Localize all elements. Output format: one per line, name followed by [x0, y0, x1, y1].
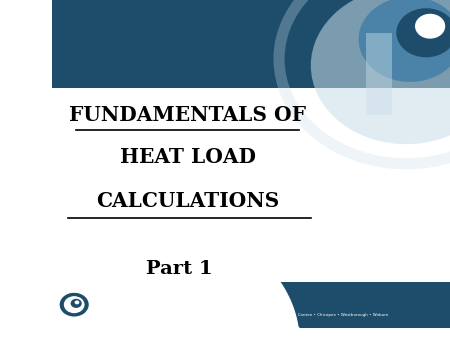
Circle shape	[59, 292, 89, 317]
Text: PORTER AND: PORTER AND	[93, 298, 131, 303]
FancyBboxPatch shape	[52, 282, 450, 328]
Text: CALCULATIONS: CALCULATIONS	[96, 191, 279, 212]
Circle shape	[75, 300, 79, 304]
FancyBboxPatch shape	[366, 33, 392, 115]
Text: CONNECTICUT: Branford • Enfield • Rocky Hill • Stratford • Watertown    MASSACHU: CONNECTICUT: Branford • Enfield • Rocky …	[114, 313, 388, 317]
Polygon shape	[0, 177, 299, 338]
Circle shape	[415, 14, 445, 39]
Polygon shape	[0, 0, 450, 89]
Text: Part 1: Part 1	[146, 260, 213, 277]
Circle shape	[64, 296, 85, 313]
FancyBboxPatch shape	[52, 0, 450, 89]
Circle shape	[71, 299, 82, 308]
Text: HEAT LOAD: HEAT LOAD	[120, 147, 256, 167]
Text: FUNDAMENTALS OF: FUNDAMENTALS OF	[69, 105, 306, 125]
Text: CHESTER INSTITUTE: CHESTER INSTITUTE	[93, 306, 153, 311]
Circle shape	[396, 8, 450, 57]
Circle shape	[311, 0, 450, 144]
Circle shape	[359, 0, 450, 82]
